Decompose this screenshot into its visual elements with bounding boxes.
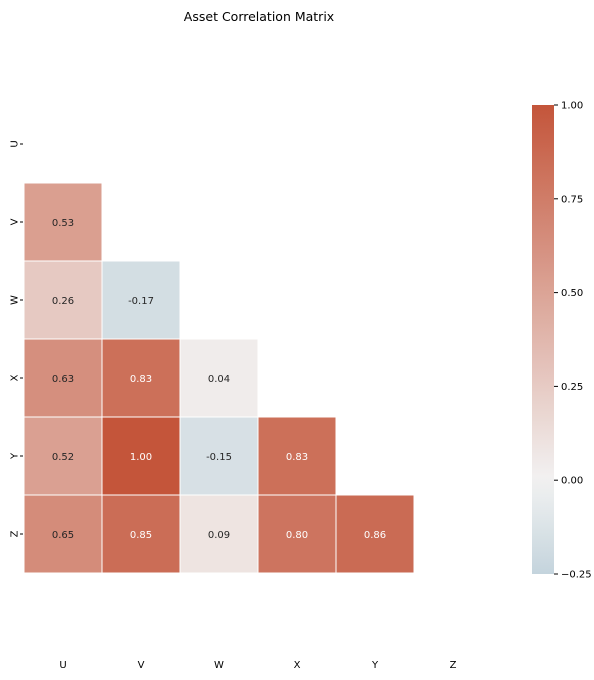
x-tick-label-Y: Y bbox=[371, 660, 379, 671]
colorbar-tick-label: −0.25 bbox=[561, 570, 592, 581]
x-tick-label-W: W bbox=[214, 660, 224, 671]
y-tick-label-X: X bbox=[10, 374, 21, 381]
cell-value-label-Y-W: -0.15 bbox=[206, 452, 232, 463]
cell-value-label-X-U: 0.63 bbox=[52, 374, 74, 385]
heatmap-cell-Z-X bbox=[257, 494, 337, 574]
colorbar-tick-label: 0.00 bbox=[561, 476, 583, 487]
heatmap-cell-Z-V bbox=[101, 494, 181, 574]
cell-value-label-X-W: 0.04 bbox=[208, 374, 230, 385]
y-tick-label-U: U bbox=[10, 140, 21, 147]
cell-value-label-Y-U: 0.52 bbox=[52, 452, 74, 463]
colorbar-gradient bbox=[532, 105, 554, 574]
x-tick-label-V: V bbox=[138, 660, 145, 671]
y-tick-label-V: V bbox=[10, 218, 21, 225]
cell-value-label-Z-X: 0.80 bbox=[286, 530, 308, 541]
heatmap-cell-X-W bbox=[179, 338, 259, 418]
cell-value-label-Y-V: 1.00 bbox=[130, 452, 152, 463]
cell-value-label-Z-V: 0.85 bbox=[130, 530, 152, 541]
heatmap-cell-W-V bbox=[101, 260, 181, 340]
heatmap-cell-W-U bbox=[23, 260, 103, 340]
y-tick-label-W: W bbox=[10, 295, 21, 305]
cell-value-label-X-V: 0.83 bbox=[130, 374, 152, 385]
cell-value-label-W-V: -0.17 bbox=[128, 296, 154, 307]
x-tick-label-U: U bbox=[59, 660, 66, 671]
x-axis-tick-labels: U V W X Y Z bbox=[59, 660, 456, 671]
x-tick-label-Z: Z bbox=[450, 660, 457, 671]
colorbar-tick-label: 1.00 bbox=[561, 101, 583, 112]
heatmap-cell-V-U bbox=[23, 182, 103, 262]
cell-value-label-W-U: 0.26 bbox=[52, 296, 74, 307]
y-tick-label-Y: Y bbox=[10, 452, 21, 460]
heatmap-cell-Y-V bbox=[101, 416, 181, 496]
heatmap-cell-Z-W bbox=[179, 494, 259, 574]
cell-value-label-Z-Y: 0.86 bbox=[364, 530, 386, 541]
colorbar-tick-label: 0.50 bbox=[561, 288, 583, 299]
heatmap-cell-X-V bbox=[101, 338, 181, 418]
cell-value-label-Y-X: 0.83 bbox=[286, 452, 308, 463]
colorbar-tick-label: 0.75 bbox=[561, 194, 583, 205]
colorbar: −0.25 0.00 0.25 0.50 0.75 1.00 bbox=[532, 101, 592, 581]
heatmap-cell-Z-Y bbox=[335, 494, 415, 574]
x-tick-label-X: X bbox=[294, 660, 301, 671]
cell-value-label-V-U: 0.53 bbox=[52, 218, 74, 229]
heatmap-cells: 0.53 0.26 -0.17 0.63 0.83 0.04 0.52 1.00 -0.15 0.… bbox=[23, 182, 415, 574]
colorbar-tick-label: 0.25 bbox=[561, 382, 583, 393]
cell-value-label-Z-U: 0.65 bbox=[52, 530, 74, 541]
heatmap-cell-X-U bbox=[23, 338, 103, 418]
chart-title: Asset Correlation Matrix bbox=[184, 9, 334, 24]
cell-value-label-Z-W: 0.09 bbox=[208, 530, 230, 541]
y-axis-tick-labels: U V W X Y Z bbox=[10, 140, 23, 537]
y-tick-label-Z: Z bbox=[10, 530, 21, 537]
heatmap-cell-Y-X bbox=[257, 416, 337, 496]
